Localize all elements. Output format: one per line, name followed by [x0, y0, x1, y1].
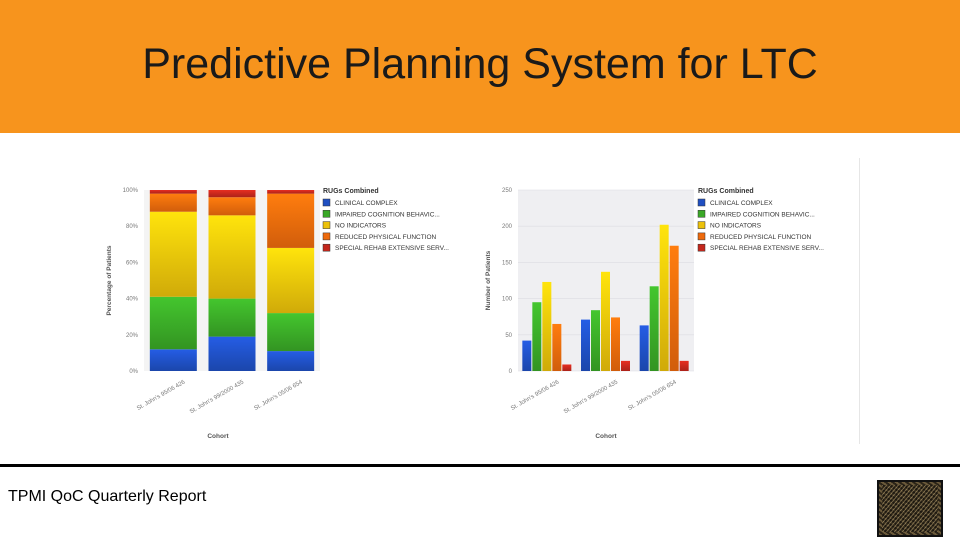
- charts-svg: 0%20%40%60%80%100%St. John's 95/06 426 St…: [106, 188, 824, 440]
- legend-label: CLINICAL COMPLEX: [710, 200, 773, 207]
- bar: [669, 245, 679, 371]
- bar-segment: [267, 190, 315, 194]
- x-tick-label: St. John's 99/2000 435: [189, 379, 246, 415]
- legend-swatch: [697, 232, 706, 241]
- title-banner: [0, 0, 960, 133]
- figure-divider: [859, 158, 860, 444]
- x-axis-title: Cohort: [207, 433, 229, 440]
- bar-segment: [208, 215, 256, 299]
- legend-swatch: [322, 221, 331, 229]
- y-tick-label: 100: [502, 297, 513, 303]
- bar: [591, 310, 600, 371]
- bar: [659, 224, 669, 371]
- legend-label: REDUCED PHYSICAL FUNCTION: [335, 234, 437, 241]
- bar-segment: [149, 190, 197, 194]
- bar: [532, 302, 542, 371]
- slide-title: Predictive Planning System for LTC: [142, 40, 818, 88]
- y-tick-label: 100%: [123, 188, 139, 194]
- legend-swatch: [697, 210, 706, 218]
- footer-divider: [0, 464, 960, 467]
- legend-title: RUGs Combined: [698, 188, 754, 195]
- y-tick-label: 80%: [126, 224, 139, 230]
- y-tick-label: 150: [502, 260, 513, 266]
- y-tick-label: 40%: [126, 297, 139, 303]
- bar: [679, 360, 689, 371]
- y-axis-title: Percentage of Patients: [106, 245, 113, 315]
- bar-segment: [149, 211, 197, 297]
- x-tick-label: St. John's 05/06 654: [253, 379, 304, 412]
- bar: [621, 360, 630, 371]
- y-tick-label: 0: [509, 369, 513, 375]
- legend-label: SPECIAL REHAB EXTENSIVE SERV...: [710, 245, 824, 252]
- legend-2: RUGs Combined CLINICAL COMPLEX IMPAIRED CO…: [697, 188, 824, 252]
- bar: [649, 286, 659, 371]
- bar-segment: [149, 349, 197, 371]
- legend-swatch: [697, 243, 706, 252]
- logo-texture: [882, 485, 938, 532]
- bar: [522, 340, 532, 371]
- bar: [581, 319, 590, 371]
- bar: [542, 281, 552, 371]
- x-tick-label: St. John's 95/06 426: [136, 379, 187, 412]
- legend-label: REDUCED PHYSICAL FUNCTION: [710, 234, 812, 241]
- bar-segment: [267, 193, 315, 248]
- y-tick-label: 250: [502, 188, 513, 194]
- legend-swatch: [697, 198, 706, 207]
- y-tick-label: 50: [505, 333, 512, 339]
- x-tick-label: St. John's 95/06 426: [510, 379, 561, 412]
- legend-label: CLINICAL COMPLEX: [335, 200, 398, 207]
- y-tick-label: 20%: [126, 333, 139, 339]
- legend-swatch: [322, 243, 331, 252]
- legend-title: RUGs Combined: [323, 188, 379, 195]
- bar-segment: [267, 351, 315, 371]
- legend-label: IMPAIRED COGNITION BEHAVIC...: [710, 211, 815, 218]
- legend-swatch: [322, 210, 331, 218]
- legend-label: NO INDICATORS: [710, 223, 762, 230]
- bar-segment: [267, 247, 315, 314]
- bar: [639, 325, 649, 371]
- x-axis-title: Cohort: [595, 433, 617, 440]
- y-tick-label: 60%: [126, 260, 139, 266]
- bar: [611, 317, 620, 371]
- chart-1: 0%20%40%60%80%100%St. John's 95/06 426 St…: [106, 188, 320, 440]
- bar: [601, 271, 610, 371]
- bar-segment: [208, 190, 256, 198]
- bar: [552, 323, 562, 371]
- footer-text: TPMI QoC Quarterly Report: [8, 488, 207, 505]
- legend-1: RUGs Combined CLINICAL COMPLEX IMPAIRED CO…: [322, 188, 449, 252]
- legend-swatch: [322, 198, 331, 207]
- x-tick-label: St. John's 05/06 654: [627, 379, 678, 412]
- x-tick-label: St. John's 99/2000 435: [563, 379, 620, 415]
- textured-logo-icon: [877, 480, 943, 537]
- bar-segment: [208, 336, 256, 371]
- legend-label: SPECIAL REHAB EXTENSIVE SERV...: [335, 245, 449, 252]
- chart-figure: 0% 20% 40% 60% 80% 100% St. John's 95/06 426 St…: [100, 155, 860, 445]
- bar-segment: [149, 193, 197, 212]
- y-axis-title: Number of Patients: [485, 250, 492, 310]
- legend-swatch: [697, 221, 706, 229]
- bar-segment: [267, 313, 315, 352]
- bar: [562, 364, 572, 371]
- y-tick-label: 200: [502, 224, 513, 230]
- y-tick-label: 0%: [129, 369, 138, 375]
- bar-segment: [149, 296, 197, 350]
- legend-label: IMPAIRED COGNITION BEHAVIC...: [335, 211, 440, 218]
- legend-label: NO INDICATORS: [335, 223, 387, 230]
- bar-segment: [208, 298, 256, 337]
- legend-swatch: [322, 232, 331, 241]
- bar-segment: [208, 197, 256, 216]
